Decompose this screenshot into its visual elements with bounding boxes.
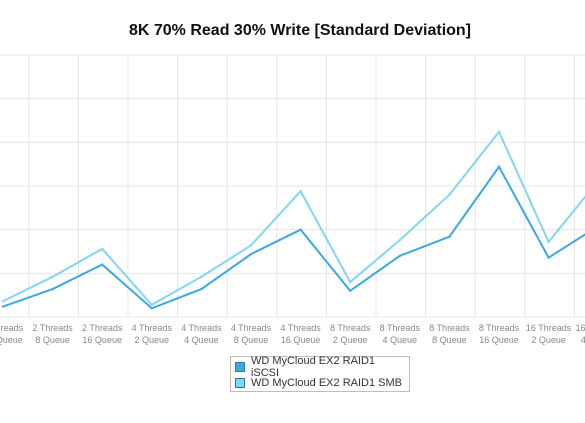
chart-title: 8K 70% Read 30% Write [Standard Deviatio… bbox=[129, 22, 471, 39]
x-tick-label: 4 Queue bbox=[184, 335, 219, 345]
data-point bbox=[497, 130, 501, 134]
data-point bbox=[547, 256, 550, 259]
data-point bbox=[200, 287, 203, 291]
x-tick-label: 8 Threads bbox=[429, 323, 470, 333]
data-point bbox=[497, 165, 501, 168]
data-point bbox=[101, 263, 104, 266]
series-line-1 bbox=[2, 129, 585, 307]
series-line-0 bbox=[2, 164, 585, 310]
x-tick-label: 8 Queue bbox=[234, 335, 269, 345]
legend-label-iscsi: WD MyCloud EX2 RAID1 iSCSI bbox=[250, 355, 376, 379]
data-point bbox=[101, 247, 104, 251]
data-point bbox=[299, 190, 302, 193]
grid bbox=[0, 54, 585, 318]
data-point bbox=[398, 238, 401, 242]
x-tick-label: 16 Threads bbox=[526, 323, 572, 333]
x-tick-label: 16 Threads bbox=[576, 323, 585, 333]
x-tick-label: 2 Threads bbox=[32, 323, 73, 333]
x-tick-label: 4 Threads bbox=[231, 323, 272, 333]
x-tick-label: 4 Threads bbox=[181, 323, 222, 333]
x-tick-label: 2 Threads bbox=[82, 323, 123, 333]
data-point bbox=[448, 235, 451, 238]
x-tick-label: 2 Queue bbox=[333, 335, 368, 345]
x-tick-label: 2 Queue bbox=[531, 335, 566, 345]
x-tick-labels: 1 Threads 16 Queue 2 Threads 8 Queue 2 Threa… bbox=[0, 323, 585, 345]
data-point bbox=[200, 275, 203, 279]
x-tick-label: 16 Queue bbox=[0, 335, 23, 345]
x-tick-label: 4 Threads bbox=[132, 323, 173, 333]
x-tick-label: 2 Queue bbox=[135, 335, 170, 345]
x-tick-label: 16 Queue bbox=[82, 335, 122, 345]
data-point bbox=[150, 307, 153, 310]
legend-swatch-iscsi bbox=[235, 362, 245, 372]
x-tick-label: 4 Queue bbox=[383, 335, 418, 345]
x-tick-label: 4 Queue bbox=[581, 335, 585, 345]
legend-item-smb[interactable]: WD MyCloud EX2 RAID1 SMB bbox=[235, 375, 405, 391]
data-point bbox=[349, 289, 352, 292]
data-point bbox=[51, 287, 54, 291]
legend-label-smb: WD MyCloud EX2 RAID1 SMB bbox=[251, 377, 402, 389]
legend-item-iscsi[interactable]: WD MyCloud EX2 RAID1 iSCSI bbox=[235, 355, 405, 379]
data-point bbox=[1, 300, 5, 303]
x-tick-label: 8 Threads bbox=[479, 323, 520, 333]
x-tick-label: 8 Threads bbox=[330, 323, 371, 333]
data-point bbox=[299, 228, 302, 231]
x-tick-label: 16 Queue bbox=[479, 335, 519, 345]
data-point bbox=[150, 303, 153, 306]
x-tick-label: 4 Threads bbox=[280, 323, 321, 333]
data-point bbox=[249, 252, 253, 256]
data-point bbox=[349, 280, 352, 284]
series-lines bbox=[1, 129, 585, 310]
legend-swatch-smb bbox=[235, 378, 245, 388]
x-tick-label: 8 Threads bbox=[380, 323, 421, 333]
data-point bbox=[249, 244, 253, 247]
x-tick-label: 1 Threads bbox=[0, 323, 24, 333]
x-tick-label: 8 Queue bbox=[35, 335, 70, 345]
data-point bbox=[398, 254, 401, 258]
data-point bbox=[51, 275, 54, 279]
legend: WD MyCloud EX2 RAID1 iSCSI WD MyCloud EX… bbox=[230, 355, 410, 392]
data-point bbox=[1, 305, 5, 308]
data-point bbox=[547, 240, 550, 244]
x-tick-label: 16 Queue bbox=[281, 335, 321, 345]
x-tick-label: 8 Queue bbox=[432, 335, 467, 345]
data-point bbox=[448, 193, 451, 196]
